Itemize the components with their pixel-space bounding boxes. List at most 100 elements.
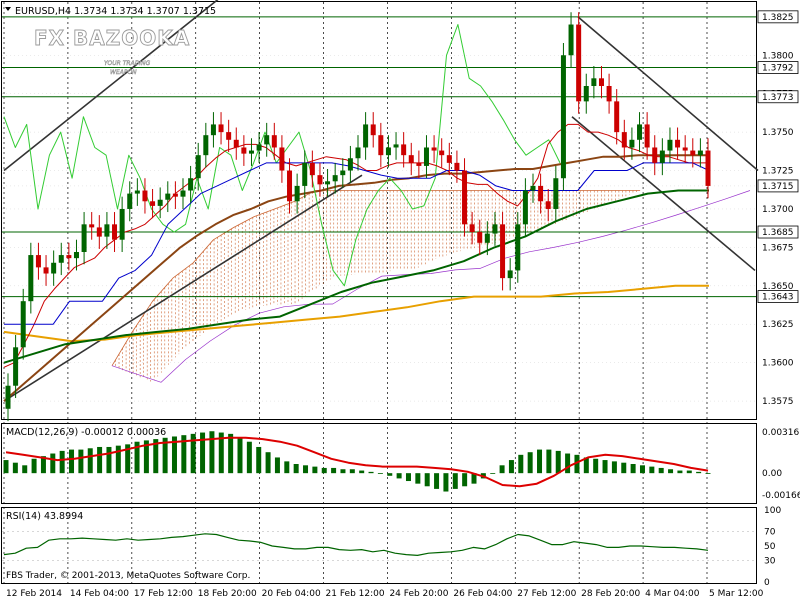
price-tick-label: 1.3792	[762, 64, 794, 74]
macd-histogram-bar	[611, 461, 617, 474]
price-tick-label: 1.3643	[762, 293, 794, 303]
candle-body	[96, 227, 102, 237]
price-tick-label: 1.3685	[762, 228, 794, 238]
candle-body	[598, 78, 604, 86]
copyright-text: FBS Trader, © 2001-2013, MetaQuotes Soft…	[6, 571, 250, 581]
svg-text:FX BAZOOKA: FX BAZOOKA	[34, 26, 190, 50]
kijun-sen-line	[4, 162, 710, 325]
candle-body	[446, 155, 452, 163]
macd-histogram-bar	[377, 473, 383, 474]
trend-channel-line	[3, 0, 219, 172]
macd-histogram-bar	[462, 473, 468, 487]
time-tick-label: 21 Feb 12:00	[326, 589, 385, 599]
macd-tick-label: 0.00	[762, 469, 782, 479]
rsi-tick-label: 70	[764, 528, 776, 538]
candle-body	[667, 139, 673, 151]
macd-histogram-bar	[546, 449, 552, 474]
candle-body	[172, 193, 178, 197]
macd-histogram-bar	[293, 464, 299, 474]
macd-histogram-bar	[59, 450, 65, 474]
candle-body	[385, 147, 391, 156]
macd-histogram-bar	[284, 461, 290, 474]
candle-body	[35, 255, 41, 268]
macd-histogram-bar	[705, 473, 711, 474]
candle-body	[233, 139, 239, 148]
macd-histogram-bar	[349, 469, 355, 474]
price-tick-label: 1.3725	[762, 167, 794, 177]
candle-body	[43, 267, 49, 274]
price-tick-label: 1.3800	[762, 51, 794, 61]
candle-body	[401, 144, 407, 156]
candle-body	[431, 147, 437, 151]
candle-body	[157, 199, 163, 206]
candle-body	[264, 135, 270, 145]
time-tick-label: 26 Feb 04:00	[453, 589, 512, 599]
candle-body	[568, 24, 574, 56]
candle-body	[119, 208, 125, 240]
candle-body	[591, 78, 597, 86]
candle-body	[5, 385, 11, 409]
macd-histogram-bar	[658, 467, 664, 474]
candle-body	[522, 190, 528, 225]
svg-text:YOUR TRADING: YOUR TRADING	[104, 60, 151, 67]
macd-signal-line	[5, 436, 709, 488]
trend-channel-line	[3, 174, 363, 402]
macd-histogram-bar	[31, 458, 37, 474]
rsi-tick-label: 100	[764, 506, 781, 516]
macd-histogram-bar	[555, 450, 561, 474]
candle-body	[66, 255, 72, 259]
candle-body	[370, 124, 376, 136]
macd-histogram-bar	[125, 444, 131, 474]
candle-body	[621, 132, 627, 148]
horizontal-levels	[2, 16, 756, 298]
trend-channels	[3, 0, 759, 402]
macd-histogram-bar	[424, 473, 430, 487]
candle-body	[560, 55, 566, 179]
macd-histogram-bar	[209, 431, 215, 474]
macd-histogram-bar	[359, 470, 365, 474]
candle-body	[408, 155, 414, 163]
price-tick-label: 1.3675	[762, 243, 794, 253]
candle-body	[180, 190, 186, 197]
candle-body	[13, 347, 19, 386]
time-tick-label: 17 Feb 12:00	[134, 589, 193, 599]
rsi-series: 100 70 50 30 0	[2, 506, 781, 588]
time-tick-label: 24 Feb 20:00	[389, 589, 448, 599]
candle-body	[675, 139, 681, 148]
candle-body	[637, 124, 643, 140]
candle-body	[203, 135, 209, 156]
candle-body	[279, 147, 285, 171]
triangle-down-icon[interactable]	[5, 7, 11, 11]
candle-body	[507, 270, 513, 279]
macd-histogram-bar	[387, 473, 393, 476]
candle-body	[195, 155, 201, 179]
macd-histogram-bar	[527, 452, 533, 474]
macd-histogram-bar	[639, 465, 645, 474]
candle-body	[576, 24, 582, 102]
rsi-title: RSI(14) 43.8994	[6, 511, 83, 522]
candle-body	[553, 178, 559, 209]
macd-tick-label: 0.00316	[762, 428, 799, 438]
time-tick-label: 27 Feb 12:00	[517, 589, 576, 599]
candle-body	[423, 147, 429, 166]
symbol-header: EURUSD,H4 1.3734 1.3734 1.3707 1.3715	[15, 6, 216, 17]
macd-histogram-bar	[508, 460, 514, 474]
macd-histogram-bar	[40, 456, 46, 474]
macd-histogram-bar	[181, 435, 187, 474]
macd-histogram-bar	[134, 441, 140, 474]
fx-bazooka-logo: FX BAZOOKA YOUR TRADING WEAPON	[34, 26, 190, 77]
svg-text:WEAPON: WEAPON	[110, 69, 137, 76]
candle-body	[659, 150, 665, 163]
macd-histogram-bar	[443, 473, 449, 492]
candle-body	[705, 150, 711, 186]
candle-body	[500, 224, 506, 279]
macd-histogram-bar	[162, 437, 168, 474]
macd-histogram-bar	[583, 457, 589, 474]
candle-body	[530, 185, 536, 191]
candle-body	[439, 150, 445, 156]
senkou-span-b	[111, 190, 751, 383]
candle-body	[28, 255, 34, 302]
time-tick-label: 4 Mar 04:00	[645, 589, 700, 599]
macd-histogram-bar	[565, 453, 571, 474]
